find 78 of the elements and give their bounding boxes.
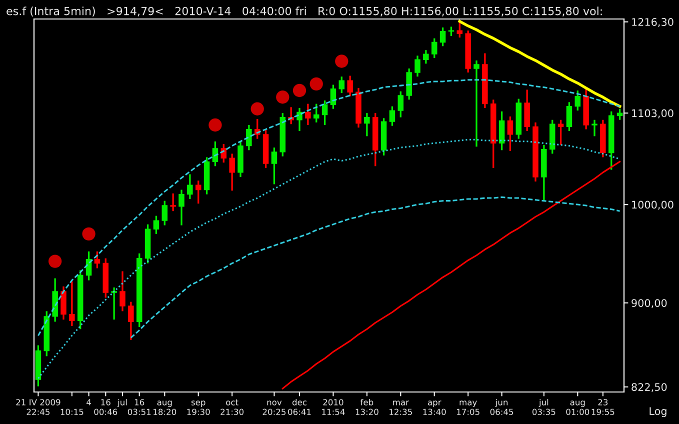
x-tick-label: oct 21:30 bbox=[220, 399, 244, 416]
candlestick bbox=[398, 90, 404, 118]
candlestick bbox=[507, 116, 514, 152]
candlestick bbox=[128, 300, 134, 341]
candlestick bbox=[592, 119, 598, 138]
x-tick-label: sep 19:30 bbox=[187, 400, 210, 416]
x-tick-label: 2010 11:54 bbox=[322, 399, 345, 416]
candlestick bbox=[347, 74, 353, 98]
x-tick-label: aug 01:00 bbox=[566, 400, 590, 416]
x-tick-label: dec 06:41 bbox=[288, 398, 311, 416]
x-tick-label: 21 IV 2009 22:45 bbox=[16, 399, 60, 416]
candlestick bbox=[456, 21, 463, 38]
candlestick bbox=[364, 112, 370, 138]
x-tick-label: may 17:05 bbox=[456, 400, 480, 416]
candlestick bbox=[524, 88, 530, 132]
candlestick bbox=[431, 37, 438, 59]
x-tick-label: jun 06:45 bbox=[490, 398, 514, 416]
x-tick-label: 16 00:46 bbox=[94, 399, 118, 416]
x-tick-label: 4 bbox=[86, 399, 91, 406]
point bbox=[208, 118, 222, 132]
y-tick-label: 1000,00 bbox=[632, 200, 674, 210]
x-tick-label: aug 18:20 bbox=[154, 400, 176, 416]
point bbox=[335, 54, 348, 68]
candlestick bbox=[423, 49, 429, 64]
candlestick bbox=[440, 26, 446, 47]
point bbox=[292, 84, 306, 98]
candlestick bbox=[498, 110, 505, 152]
x-tick-label: apr 13:40 bbox=[423, 400, 446, 416]
candlestick bbox=[616, 108, 623, 121]
line-series bbox=[130, 196, 621, 338]
line-series bbox=[282, 160, 621, 390]
line-series bbox=[458, 20, 622, 108]
candlestick bbox=[229, 152, 235, 192]
candlestick bbox=[69, 280, 75, 327]
text: Log bbox=[650, 407, 666, 418]
point bbox=[250, 102, 264, 116]
x-tick-label: nov 20:25 bbox=[262, 400, 286, 416]
candlestick bbox=[178, 188, 184, 226]
candlestick bbox=[330, 84, 336, 110]
candlestick bbox=[448, 26, 454, 37]
x-tick-label: jul bbox=[117, 398, 127, 408]
candlestick bbox=[162, 200, 168, 226]
point bbox=[82, 227, 96, 241]
candlestick bbox=[414, 54, 420, 78]
candlestick bbox=[153, 214, 160, 235]
x-tick-label: 23 19:55 bbox=[592, 399, 614, 416]
candlestick bbox=[120, 270, 126, 312]
point bbox=[276, 90, 290, 104]
candlestick bbox=[195, 180, 202, 204]
x-tick-label: 10:15 bbox=[60, 408, 84, 416]
chart-title: es.f (Intra 5min) >914,79< 2010-V-14 04:40:00 fri R:0 O:1155,80 H:1156,00 L:1155,50 C:1155,80 vol: bbox=[6, 6, 602, 17]
candlestick bbox=[474, 60, 480, 148]
candlestick bbox=[60, 286, 66, 320]
candlestick bbox=[322, 100, 328, 126]
candlestick bbox=[305, 102, 311, 126]
y-tick-label: 822,50 bbox=[632, 383, 667, 392]
candlestick bbox=[246, 124, 252, 152]
candlestick bbox=[566, 101, 572, 132]
candlestick bbox=[406, 68, 412, 100]
y-tick-label: 900,00 bbox=[632, 299, 667, 308]
candlestick bbox=[187, 173, 193, 200]
candlestick bbox=[558, 119, 564, 146]
y-tick-label: 1216,30 bbox=[632, 18, 674, 28]
candlestick bbox=[574, 90, 581, 112]
x-tick-label: jul 03:35 bbox=[532, 398, 556, 416]
candlestick bbox=[313, 102, 320, 124]
candlestick bbox=[271, 146, 278, 186]
x-tick-label: mar 12:35 bbox=[390, 400, 412, 416]
candlestick bbox=[170, 192, 176, 212]
x-tick-label: feb 13:20 bbox=[356, 398, 378, 416]
candlestick bbox=[389, 105, 396, 127]
candlestick bbox=[338, 76, 345, 94]
y-tick-label: 1103,00 bbox=[632, 109, 674, 118]
point bbox=[310, 77, 323, 91]
candlestick bbox=[111, 286, 117, 320]
candlestick bbox=[94, 250, 100, 270]
point bbox=[48, 254, 62, 268]
x-tick-label: 16 03:51 bbox=[128, 399, 151, 416]
